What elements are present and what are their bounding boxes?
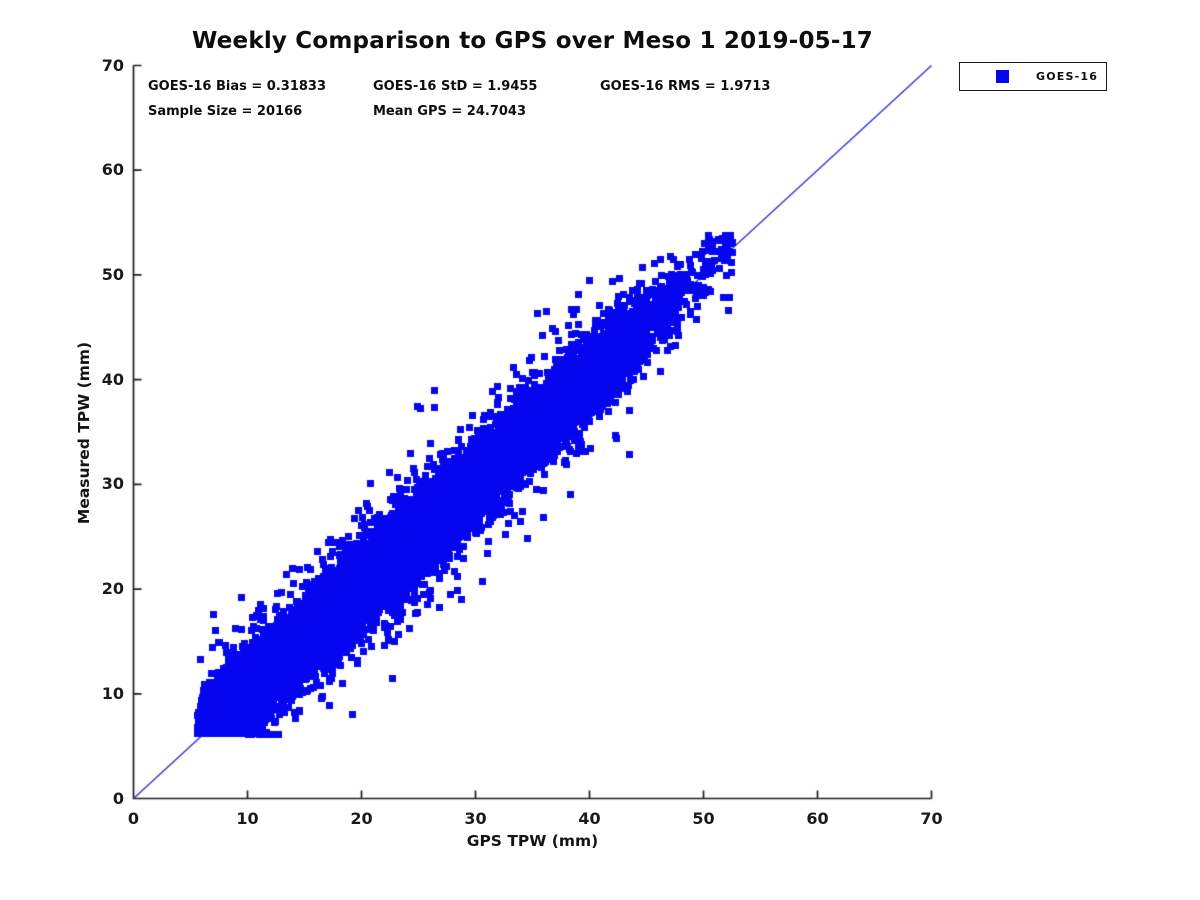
- x-tick-label: 30: [464, 809, 487, 828]
- stat-bias: GOES-16 Bias = 0.31833: [148, 79, 327, 94]
- stat-std: GOES-16 StD = 1.9455: [373, 79, 538, 94]
- y-tick-label: 40: [101, 369, 124, 389]
- x-tick-label: 40: [578, 809, 601, 828]
- y-tick-label: 0: [112, 788, 124, 808]
- legend-marker-goes16-icon: [996, 70, 1009, 83]
- y-tick-label: 60: [101, 160, 124, 180]
- stat-sample-size: Sample Size = 20166: [148, 104, 303, 119]
- x-tick-label: 0: [127, 809, 140, 828]
- x-tick-label: 50: [692, 809, 715, 828]
- y-tick-label: 10: [101, 683, 124, 703]
- x-tick-label: 60: [806, 809, 829, 828]
- x-tick-label: 70: [920, 809, 943, 828]
- y-tick-label: 50: [101, 264, 124, 284]
- x-axis-label: GPS TPW (mm): [466, 832, 599, 850]
- chart-title: Weekly Comparison to GPS over Meso 1 201…: [191, 28, 874, 54]
- x-tick-label: 10: [236, 809, 259, 828]
- stat-mean-gps: Mean GPS = 24.7043: [373, 104, 527, 119]
- y-tick-label: 30: [101, 474, 124, 494]
- x-tick-label: 20: [350, 809, 373, 828]
- stat-rms: GOES-16 RMS = 1.9713: [600, 79, 771, 94]
- legend: GOES-16: [959, 62, 1107, 91]
- legend-label-goes16: GOES-16: [1036, 70, 1099, 83]
- y-tick-label: 70: [101, 55, 124, 75]
- y-tick-label: 20: [101, 579, 124, 599]
